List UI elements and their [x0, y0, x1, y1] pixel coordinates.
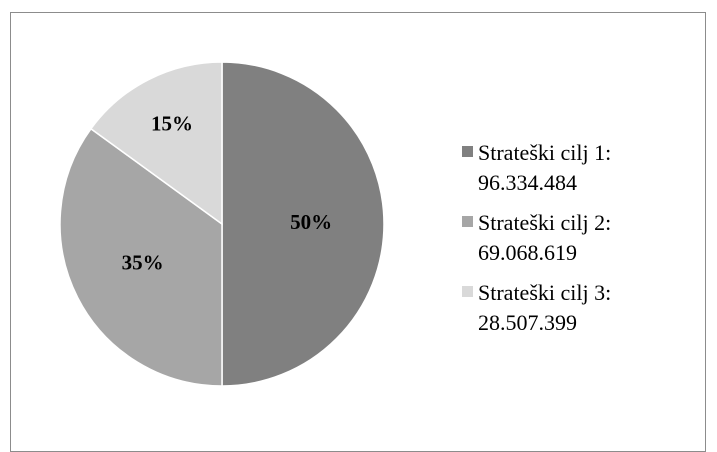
data-label: 35%	[122, 250, 164, 274]
data-label: 15%	[151, 112, 193, 136]
pie-slice	[221, 61, 385, 387]
legend-swatch	[462, 146, 473, 157]
pie-slice	[59, 127, 223, 387]
pie-slice	[89, 61, 223, 226]
legend-swatch	[462, 216, 473, 227]
legend-label: Strateški cilj 2: 69.068.619	[478, 210, 612, 265]
legend-label: Strateški cilj 1: 96.334.484	[478, 140, 612, 195]
legend-label: Strateški cilj 3: 28.507.399	[478, 280, 612, 335]
data-label: 50%	[290, 210, 332, 234]
legend-swatch	[462, 286, 473, 297]
